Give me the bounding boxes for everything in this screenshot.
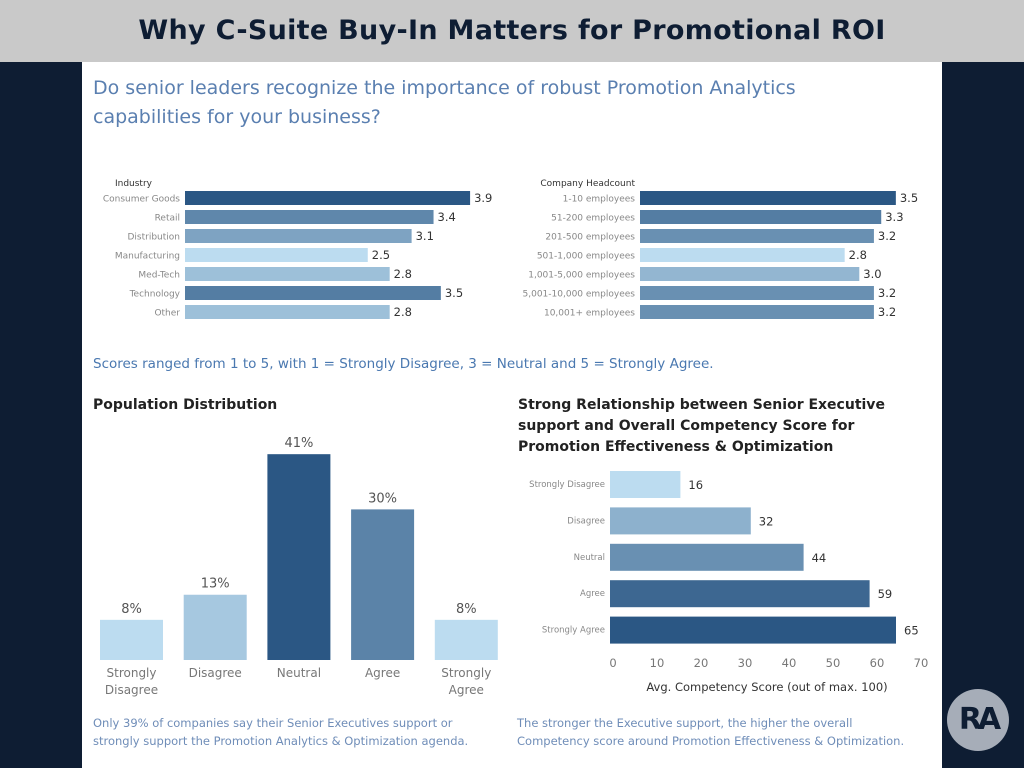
category-label: Strongly Disagree [529,480,605,490]
bar [610,471,681,498]
category-label: Strongly Disagree [105,666,158,697]
bar [185,267,390,281]
value-label: 16 [688,478,703,492]
value-label: 2.8 [849,248,867,262]
value-label: 3.0 [863,267,881,281]
bar [640,210,882,224]
value-label: 3.2 [878,286,896,300]
bar [640,305,874,319]
value-label: 3.5 [445,286,463,300]
value-label: 59 [878,587,893,601]
bar [185,229,412,243]
scale-note: Scores ranged from 1 to 5, with 1 = Stro… [93,356,714,372]
bar [640,229,874,243]
value-label: 3.3 [885,210,903,224]
category-label: 10,001+ employees [544,309,635,319]
bar [640,286,874,300]
bar [610,580,870,608]
question-heading: Do senior leaders recognize the importan… [93,77,796,128]
tick-label: 0 [609,656,616,670]
value-label: 41% [284,436,313,451]
tick-label: 10 [650,656,665,670]
relationship-footnote: The stronger the Executive support, the … [517,716,905,748]
bar [185,191,471,205]
tick-label: 30 [738,656,753,670]
population-footnote: Only 39% of companies say their Senior E… [93,716,469,748]
category-label: Disagree [567,516,605,526]
value-label: 3.5 [900,191,918,205]
category-label: Strongly Agree [441,666,491,697]
population-title: Population Distribution [93,397,278,413]
bar [185,286,441,300]
bar [640,267,860,281]
bar [640,248,845,262]
category-label: Med-Tech [138,271,180,281]
chart-title: Industry [115,179,153,189]
bottom-charts: 8% Strongly Disagree 13% Disagree 41% Neutral 3… [100,436,929,697]
category-label: 1,001-5,000 employees [528,271,635,281]
x-axis-label: Avg. Competency Score (out of max. 100) [646,680,887,694]
chart-title: Company Headcount [540,179,635,189]
value-label: 3.1 [416,229,434,243]
bar [640,191,896,205]
value-label: 65 [904,624,919,638]
bar [185,248,368,262]
category-label: 5,001-10,000 employees [523,290,636,300]
category-label: Neutral [277,666,321,680]
tick-label: 40 [782,656,797,670]
ra-logo: RA [947,689,1009,751]
bar [351,509,415,660]
category-label: Technology [129,290,181,300]
relationship-title: Strong Relationship between Senior Execu… [518,397,885,455]
bar [185,305,390,319]
value-label: 8% [121,602,142,617]
category-label: Strongly Agree [542,626,605,636]
category-label: Manufacturing [115,252,180,262]
category-label: Neutral [574,553,605,563]
bar [610,616,896,644]
value-label: 2.5 [372,248,390,262]
value-label: 2.8 [394,305,412,319]
tick-label: 20 [694,656,709,670]
dashboard-panel: Do senior leaders recognize the importan… [82,62,942,768]
category-label: 51-200 employees [551,214,635,224]
tick-label: 60 [870,656,885,670]
value-label: 3.2 [878,229,896,243]
bar [183,594,247,660]
bar [185,210,434,224]
bar [610,543,804,571]
value-label: 3.9 [474,191,492,205]
category-label: 1-10 employees [563,195,636,205]
category-label: Other [154,309,180,319]
value-label: 8% [456,602,477,617]
category-label: Agree [365,666,400,680]
value-label: 13% [201,577,230,592]
category-label: 501-1,000 employees [537,252,635,262]
value-label: 3.2 [878,305,896,319]
tick-label: 50 [826,656,841,670]
value-label: 32 [759,514,774,528]
bar [610,507,751,535]
category-label: 201-500 employees [545,233,635,243]
value-label: 44 [812,551,827,565]
bar [100,619,163,660]
value-label: 2.8 [394,267,412,281]
page-title: Why C-Suite Buy-In Matters for Promotion… [0,0,1024,62]
category-label: Retail [155,214,180,224]
value-label: 3.4 [438,210,456,224]
bar [434,619,498,660]
tick-label: 70 [914,656,929,670]
category-label: Distribution [127,233,180,243]
category-label: Consumer Goods [103,195,180,205]
category-label: Disagree [189,666,242,680]
category-label: Agree [580,589,605,599]
bar [267,454,331,660]
top-charts: Industry Consumer Goods 3.9 Retail 3.4 Distri… [103,179,918,319]
value-label: 30% [368,491,397,506]
